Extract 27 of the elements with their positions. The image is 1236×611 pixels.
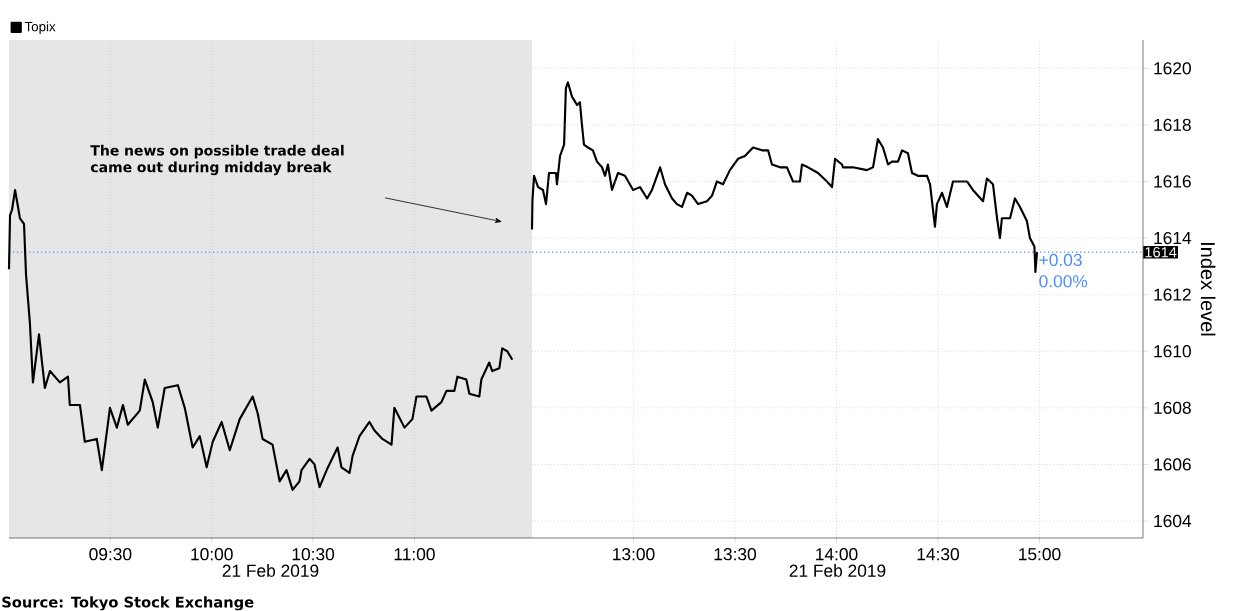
x-tick-label: 10:30 — [292, 548, 335, 561]
source-note: Source: Tokyo Stock Exchange — [2, 596, 254, 611]
y-tick-label: 1618 — [1154, 118, 1191, 132]
x-tick-label: 13:30 — [714, 548, 757, 561]
x-axis-title: 21 Feb 2019 — [789, 564, 886, 578]
y-tick-label: 1614 — [1154, 232, 1192, 245]
y-tick-label: 1608 — [1154, 401, 1191, 415]
x-tick-label: 11:00 — [394, 548, 435, 561]
x-tick-label: 10:00 — [191, 548, 233, 561]
x-tick-label: 15:00 — [1019, 548, 1061, 561]
x-tick-label: 13:00 — [613, 548, 655, 561]
x-tick-label: 14:30 — [917, 548, 959, 561]
annotation: +0.03 — [1039, 254, 1082, 267]
y-tick-label: 1606 — [1154, 458, 1191, 471]
x-tick-label: 14:00 — [816, 548, 858, 561]
y-axis-title: Index level — [1200, 243, 1216, 336]
legend-label: Topix — [24, 21, 56, 35]
x-tick-label: 09:30 — [89, 548, 132, 561]
y-tick-label: 1610 — [1154, 345, 1191, 358]
ref-line-label: 1614 — [1145, 247, 1177, 258]
x-axis-title: 21 Feb 2019 — [222, 564, 319, 578]
annotation: The news on possible trade deal came out during midday break — [90, 145, 344, 176]
y-tick-label: 1604 — [1154, 515, 1192, 528]
y-tick-label: 1620 — [1154, 62, 1191, 75]
y-tick-label: 1612 — [1154, 288, 1191, 301]
y-tick-label: 1616 — [1154, 175, 1191, 188]
annotation: 0.00% — [1039, 275, 1088, 288]
